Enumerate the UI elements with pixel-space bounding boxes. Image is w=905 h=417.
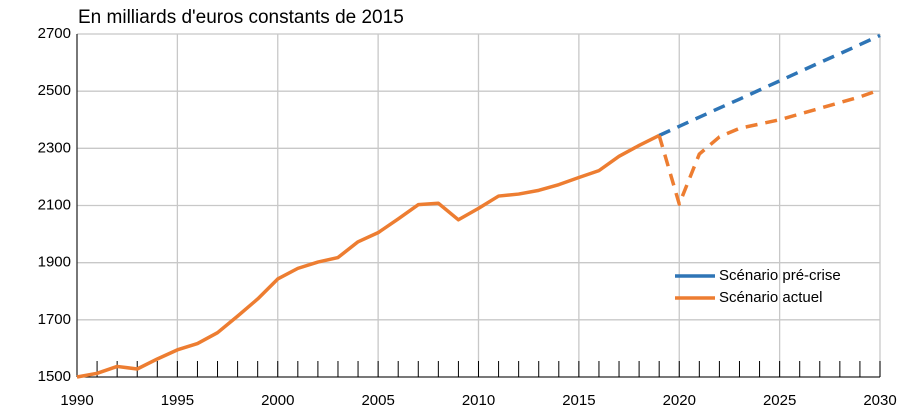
x-tick-label: 2025: [763, 392, 796, 409]
x-tick-label: 2020: [663, 392, 696, 409]
y-tick-label: 1700: [38, 311, 71, 328]
series-line: [76, 133, 660, 379]
y-tick-label: 2100: [38, 196, 71, 213]
y-tick-label: 2700: [38, 25, 71, 42]
x-tick-label: 2015: [562, 392, 595, 409]
legend-label: Scénario actuel: [719, 289, 822, 306]
series-line: [657, 88, 881, 206]
chart-title: En milliards d'euros constants de 2015: [78, 7, 404, 28]
x-tick-label: 1995: [161, 392, 194, 409]
y-tick-label: 1900: [38, 254, 71, 271]
x-tick-label: 2030: [863, 392, 896, 409]
x-tick-label: 2000: [261, 392, 294, 409]
y-tick-label: 2300: [38, 139, 71, 156]
series-line: [658, 33, 881, 138]
y-tick-label: 1500: [38, 368, 71, 385]
legend-label: Scénario pré-crise: [719, 267, 841, 284]
x-tick-label: 2005: [361, 392, 394, 409]
x-tick-label: 2010: [462, 392, 495, 409]
y-tick-label: 2500: [38, 82, 71, 99]
x-tick-label: 1990: [60, 392, 93, 409]
